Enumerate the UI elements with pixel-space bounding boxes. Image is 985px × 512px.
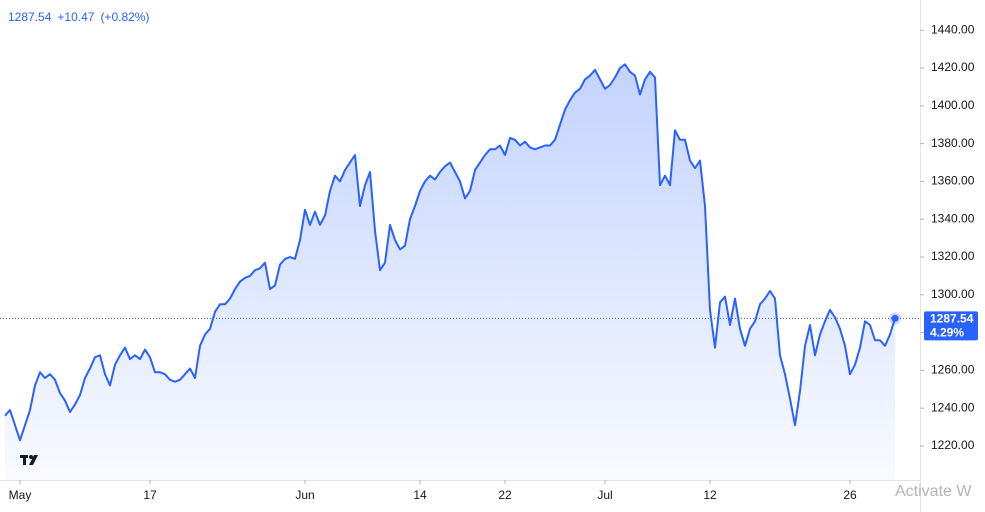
x-tick-label: 17 <box>143 488 157 502</box>
y-tick-label: 1260.00 <box>931 363 975 377</box>
x-tick-label: 22 <box>498 488 512 502</box>
header-change-pct: (+0.82%) <box>100 10 149 24</box>
price-line <box>4 63 896 442</box>
y-tick-label: 1360.00 <box>931 174 975 188</box>
x-tick-label: May <box>9 488 32 502</box>
x-tick-label: 14 <box>413 488 427 502</box>
x-tick-label: 26 <box>843 488 857 502</box>
y-tick-label: 1440.00 <box>931 22 975 36</box>
area <box>5 64 895 481</box>
watermark: Activate W <box>895 483 972 500</box>
y-tick-label: 1420.00 <box>931 60 975 74</box>
y-tick-label: 1240.00 <box>931 400 975 414</box>
last-price-box <box>924 311 978 341</box>
y-tick-label: 1340.00 <box>931 211 975 225</box>
last-price-label: 1287.54 <box>930 312 974 326</box>
y-tick-label: 1320.00 <box>931 249 975 263</box>
header: 1287.54 +10.47 (+0.82%) <box>8 10 149 24</box>
y-tick-label: 1220.00 <box>931 438 975 452</box>
x-tick-label: 12 <box>703 488 717 502</box>
x-tick-label: Jul <box>597 488 612 502</box>
header-change: +10.47 <box>57 10 94 24</box>
last-change-label: 4.29% <box>930 326 964 340</box>
y-tick-label: 1380.00 <box>931 136 975 150</box>
y-tick-label: 1400.00 <box>931 98 975 112</box>
y-tick-label: 1300.00 <box>931 287 975 301</box>
x-tick-label: Jun <box>295 488 314 502</box>
header-price: 1287.54 <box>8 10 52 24</box>
last-point <box>891 314 899 322</box>
